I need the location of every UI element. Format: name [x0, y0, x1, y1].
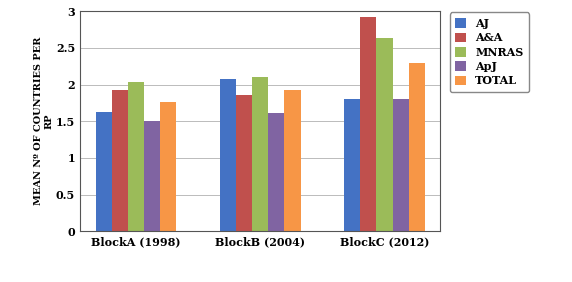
Bar [392, 99, 409, 231]
Bar [268, 113, 284, 231]
Bar [236, 95, 252, 231]
Y-axis label: MEAN Nº OF COUNTRIES PER
RP: MEAN Nº OF COUNTRIES PER RP [34, 37, 53, 206]
Bar [96, 113, 112, 231]
Bar [160, 102, 176, 231]
Bar [409, 63, 425, 231]
Bar [284, 91, 301, 231]
Bar [144, 121, 160, 231]
Bar [252, 77, 268, 231]
Bar [376, 38, 392, 231]
Bar [344, 99, 360, 231]
Bar [220, 80, 236, 231]
Bar [360, 17, 376, 231]
Legend: AJ, A&A, MNRAS, ApJ, TOTAL: AJ, A&A, MNRAS, ApJ, TOTAL [450, 12, 529, 92]
Bar [128, 82, 144, 231]
Bar [112, 91, 128, 231]
